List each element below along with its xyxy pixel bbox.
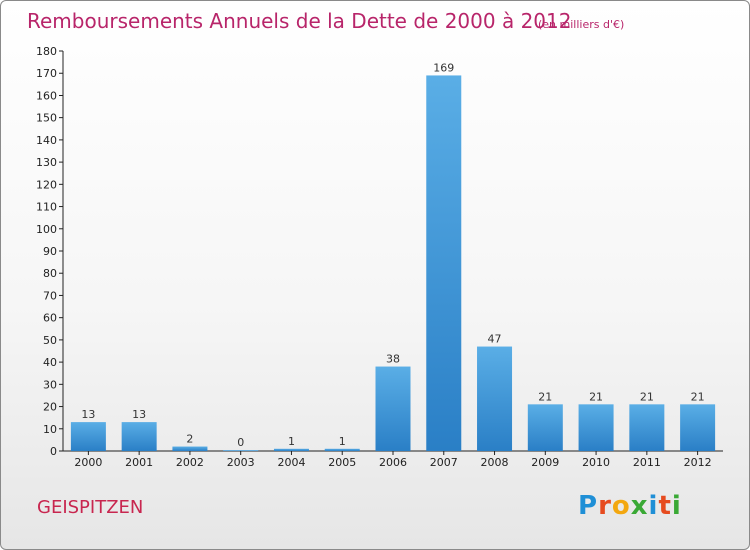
x-tick-label-2008: 2008 [481, 456, 509, 469]
y-tick-label: 120 [36, 178, 57, 191]
proxiti-logo[interactable]: Proxiti [578, 491, 682, 521]
y-axis: 0 10 20 30 40 50 60 70 80 90 100 110 120 130 140 150 160… [36, 45, 64, 458]
y-tick-label: 80 [43, 267, 57, 280]
bars [70, 75, 716, 451]
y-tick-label: 0 [50, 445, 57, 458]
y-tick-label: 180 [36, 45, 57, 58]
logo-letter: t [658, 491, 672, 521]
x-tick-label-2011: 2011 [633, 456, 661, 469]
x-tick-label-2006: 2006 [379, 456, 407, 469]
bar-2011[interactable] [629, 404, 665, 451]
data-label-2006: 38 [386, 353, 400, 366]
bar-2002[interactable] [172, 446, 208, 451]
y-tick-label: 130 [36, 156, 57, 169]
y-tick-label: 30 [43, 378, 57, 391]
data-label-2005: 1 [339, 435, 346, 448]
x-tick-label-2007: 2007 [430, 456, 458, 469]
y-tick-label: 150 [36, 112, 57, 125]
x-tick-label-2004: 2004 [277, 456, 305, 469]
data-label-2003: 0 [237, 436, 244, 449]
bar-2006[interactable] [375, 366, 411, 451]
x-tick-label-2010: 2010 [582, 456, 610, 469]
logo-letter: x [630, 491, 649, 521]
y-tick-label: 90 [43, 245, 57, 258]
logo-letter: P [578, 491, 599, 521]
y-tick-label: 160 [36, 89, 57, 102]
chart-title: Remboursements Annuels de la Dette de 20… [27, 9, 572, 33]
data-label-2009: 21 [538, 390, 552, 403]
y-tick-label: 20 [43, 401, 57, 414]
data-label-2008: 47 [488, 333, 502, 346]
data-label-2007: 169 [433, 61, 454, 74]
x-tick-label-2012: 2012 [684, 456, 712, 469]
bar-2012[interactable] [680, 404, 716, 451]
bar-2010[interactable] [578, 404, 614, 451]
logo-letter: i [671, 491, 682, 521]
x-tick-label-2001: 2001 [125, 456, 153, 469]
y-tick-label: 70 [43, 289, 57, 302]
data-label-2002: 2 [186, 433, 193, 446]
bar-2004[interactable] [273, 448, 309, 451]
data-label-2011: 21 [640, 390, 654, 403]
data-labels: 13 13 2 0 1 1 38 169 47 21 21 21 21 [81, 61, 704, 449]
bar-2007[interactable] [426, 75, 462, 451]
bar-2008[interactable] [477, 346, 513, 451]
data-label-2004: 1 [288, 435, 295, 448]
x-tick-label-2009: 2009 [531, 456, 559, 469]
x-axis: 2000 2001 2002 2003 2004 2005 2006 2007 2008 2009… [63, 450, 723, 469]
bar-2000[interactable] [70, 422, 106, 451]
y-tick-label: 40 [43, 356, 57, 369]
y-tick-label: 10 [43, 423, 57, 436]
x-tick-label-2003: 2003 [227, 456, 255, 469]
y-tick-label: 100 [36, 223, 57, 236]
y-tick-label: 50 [43, 334, 57, 347]
data-label-2012: 21 [691, 390, 705, 403]
y-tick-label: 170 [36, 67, 57, 80]
y-tick-label: 140 [36, 134, 57, 147]
y-tick-label: 60 [43, 312, 57, 325]
data-label-2010: 21 [589, 390, 603, 403]
x-tick-label-2005: 2005 [328, 456, 356, 469]
logo-letter: i [648, 491, 659, 521]
data-label-2001: 13 [132, 408, 146, 421]
bar-2001[interactable] [121, 422, 157, 451]
x-tick-label-2000: 2000 [74, 456, 102, 469]
y-tick-label: 110 [36, 201, 57, 214]
x-tick-label-2002: 2002 [176, 456, 204, 469]
bar-2005[interactable] [324, 448, 360, 451]
commune-name: GEISPITZEN [37, 497, 144, 518]
bar-2009[interactable] [527, 404, 563, 451]
logo-letter: o [611, 491, 631, 521]
bar-2003[interactable] [223, 450, 259, 451]
chart-unit-note: (en milliers d'€) [538, 18, 625, 31]
data-label-2000: 13 [81, 408, 95, 421]
logo-letter: r [598, 491, 612, 521]
